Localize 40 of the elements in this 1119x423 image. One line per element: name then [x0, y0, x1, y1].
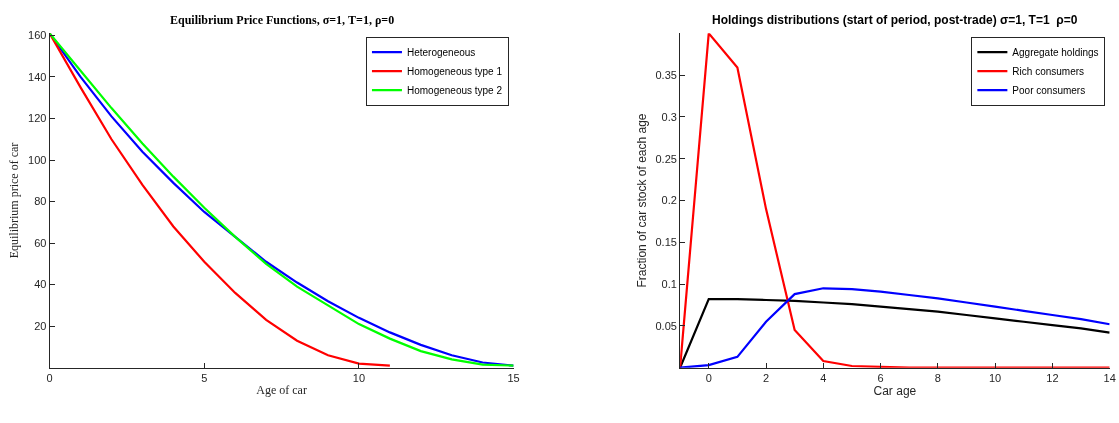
- legend-label: Aggregate holdings: [1012, 47, 1099, 59]
- x-tick-label: 12: [1046, 371, 1059, 384]
- legend-label: Rich consumers: [1012, 66, 1085, 78]
- x-axis-title: Age of car: [256, 382, 307, 397]
- y-tick-label: 0.05: [655, 319, 677, 332]
- x-tick-label: 6: [877, 371, 884, 384]
- y-tick-label: 120: [28, 112, 47, 125]
- y-tick-label: 60: [34, 236, 47, 249]
- y-tick-label: 0.25: [655, 152, 677, 165]
- x-tick-label: 14: [1103, 371, 1116, 384]
- y-axis-title: Fraction of car stock of each age: [634, 113, 649, 288]
- x-tick-label: 15: [507, 371, 520, 384]
- legend-label: Homogeneous type 2: [406, 85, 503, 97]
- y-tick-label: 0.2: [661, 194, 677, 207]
- y-tick-label: 140: [28, 70, 47, 83]
- x-tick-label: 10: [352, 371, 366, 384]
- x-tick-label: 4: [820, 371, 827, 384]
- x-tick-label: 5: [201, 371, 208, 384]
- x-tick-label: 2: [762, 371, 770, 384]
- x-tick-label: 10: [988, 371, 1002, 384]
- x-tick-label: 0: [46, 371, 53, 384]
- y-tick-label: 100: [28, 153, 47, 166]
- y-tick-label: 0.3: [661, 110, 677, 123]
- y-tick-label: 0.35: [655, 68, 677, 81]
- y-tick-label: 0.1: [661, 277, 677, 290]
- line-series: [49, 33, 514, 367]
- legend-label: Poor consumers: [1012, 85, 1086, 97]
- y-tick-label: 40: [34, 278, 47, 291]
- y-tick-label: 0.15: [655, 236, 677, 249]
- x-tick-label: 8: [934, 371, 941, 384]
- y-axis-title: Equilibrium price of car: [7, 142, 22, 259]
- y-tick-label: 80: [34, 195, 47, 208]
- y-tick-label: 160: [28, 29, 47, 42]
- y-tick-label: 20: [34, 320, 47, 333]
- x-axis-title: Car age: [873, 383, 917, 398]
- x-tick-label: 0: [705, 371, 712, 384]
- chart-title: Holdings distributions (start of period, post-trade) σ=1, T=1 ρ=0: [712, 13, 1078, 27]
- legend-label: Homogeneous type 1: [406, 66, 503, 78]
- chart-title: Equilibrium Price Functions, σ=1, T=1, ρ=0: [170, 13, 395, 27]
- legend-label: Heterogeneous: [406, 47, 476, 59]
